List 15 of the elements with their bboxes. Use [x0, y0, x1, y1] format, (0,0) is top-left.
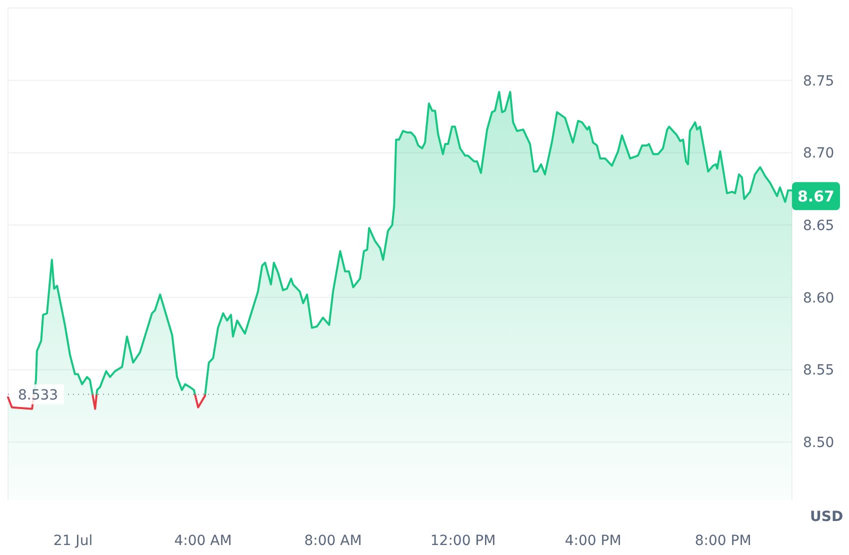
x-tick-label: 8:00 PM [694, 533, 752, 549]
y-tick-label: 8.60 [803, 290, 834, 306]
x-tick-label: 12:00 PM [430, 533, 496, 549]
y-tick-label: 8.70 [803, 146, 834, 162]
y-tick-label: 8.65 [803, 218, 834, 234]
y-tick-label: 8.75 [803, 73, 834, 90]
y-tick-label: 8.50 [803, 435, 834, 452]
y-tick-label: 8.55 [803, 362, 834, 379]
x-tick-label: 4:00 PM [564, 533, 622, 549]
annotation: 8.67 [797, 187, 835, 206]
ref-line-label: 8.533 [18, 387, 58, 404]
x-tick-label: 4:00 AM [174, 533, 232, 549]
x-tick-label: 21 Jul [53, 533, 93, 549]
x-tick-label: 8:00 AM [304, 533, 362, 549]
y-axis-title: USD [810, 509, 844, 525]
